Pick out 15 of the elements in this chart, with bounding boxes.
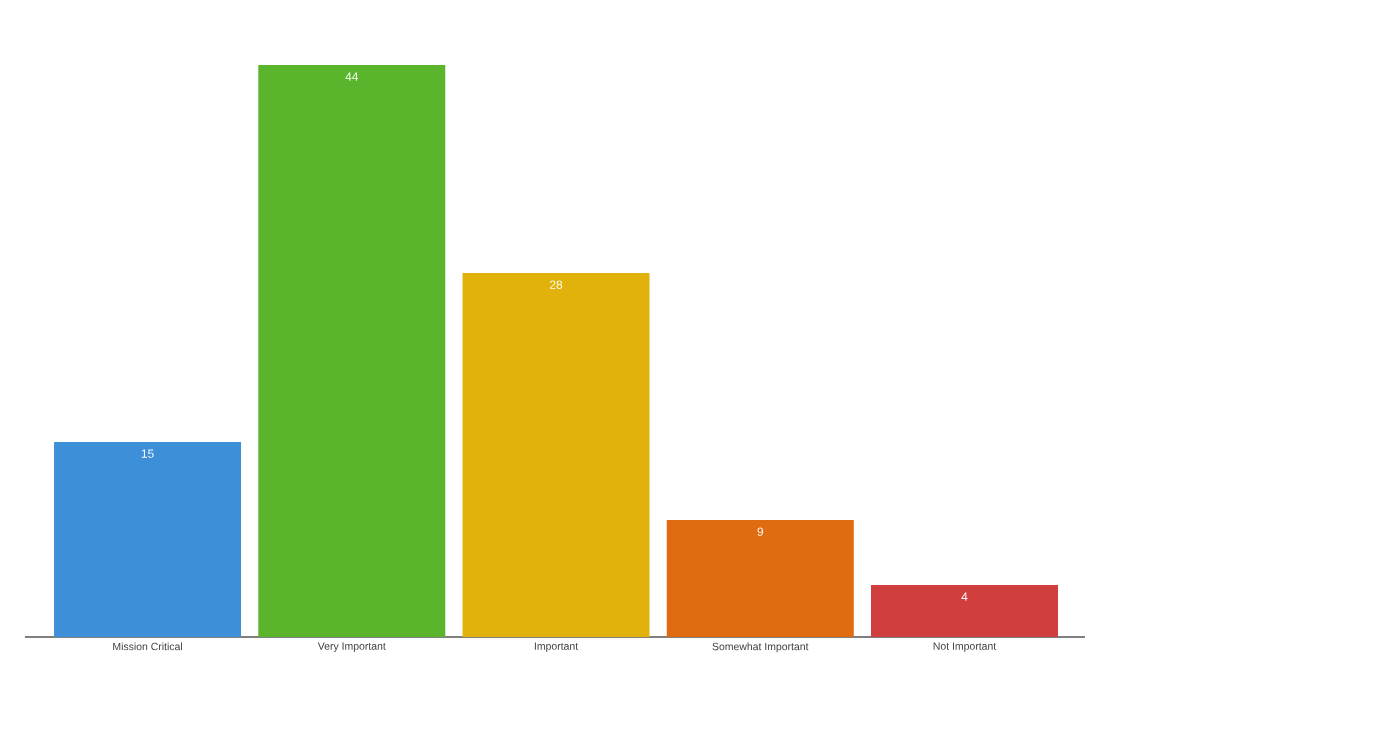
data-label: 9: [757, 527, 764, 536]
data-label: 28: [549, 280, 563, 289]
x-tick-label: Important: [534, 642, 579, 652]
bar: [871, 585, 1059, 637]
data-label: 44: [345, 72, 359, 81]
data-label: 15: [141, 449, 154, 458]
x-tick-label: Not Important: [933, 642, 997, 652]
x-tick-label: Somewhat Important: [712, 642, 809, 653]
x-tick-label: Very Important: [317, 642, 386, 652]
bar: [462, 272, 650, 637]
bar: [54, 441, 242, 637]
bar: [666, 520, 854, 637]
data-label: 4: [961, 592, 968, 601]
bar: [258, 64, 446, 637]
x-tick-label: Mission Critical: [113, 642, 182, 651]
